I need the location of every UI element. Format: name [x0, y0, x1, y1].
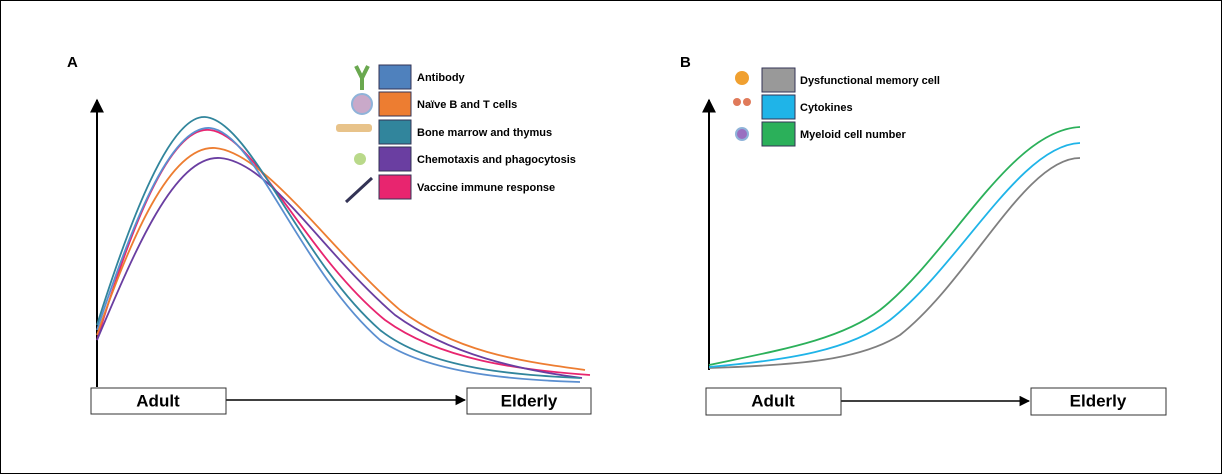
swatch: [379, 92, 411, 116]
legend-label: Dysfunctional memory cell: [800, 75, 940, 87]
legend-label: Bone marrow and thymus: [417, 127, 552, 139]
swatch: [762, 122, 795, 146]
legend-label: Myeloid cell number: [800, 129, 906, 141]
axis-end: Elderly: [501, 391, 558, 410]
swatch: [379, 175, 411, 199]
icon-cell: [733, 98, 741, 106]
icon-cell: [735, 71, 749, 85]
legend-label: Cytokines: [800, 102, 853, 114]
panel-label: A: [67, 54, 78, 71]
icon-bone: [336, 124, 372, 132]
axis-start: Adult: [136, 391, 180, 410]
icon-cell: [743, 98, 751, 106]
legend-label: Vaccine immune response: [417, 182, 555, 194]
legend-label: Naïve B and T cells: [417, 99, 517, 111]
swatch: [379, 147, 411, 171]
swatch: [379, 65, 411, 89]
icon-cell: [352, 94, 372, 114]
axis-end: Elderly: [1070, 391, 1127, 410]
legend-label: Antibody: [417, 72, 466, 84]
figure: A Adult Elderly Antibody Naïve B and T c…: [0, 0, 1222, 474]
swatch: [762, 68, 795, 92]
icon-cell: [736, 128, 748, 140]
axis-start: Adult: [751, 391, 795, 410]
legend-label: Chemotaxis and phagocytosis: [417, 154, 576, 166]
panel-label: B: [680, 54, 691, 71]
swatch: [379, 120, 411, 144]
swatch: [762, 95, 795, 119]
icon-neuron: [354, 153, 366, 165]
